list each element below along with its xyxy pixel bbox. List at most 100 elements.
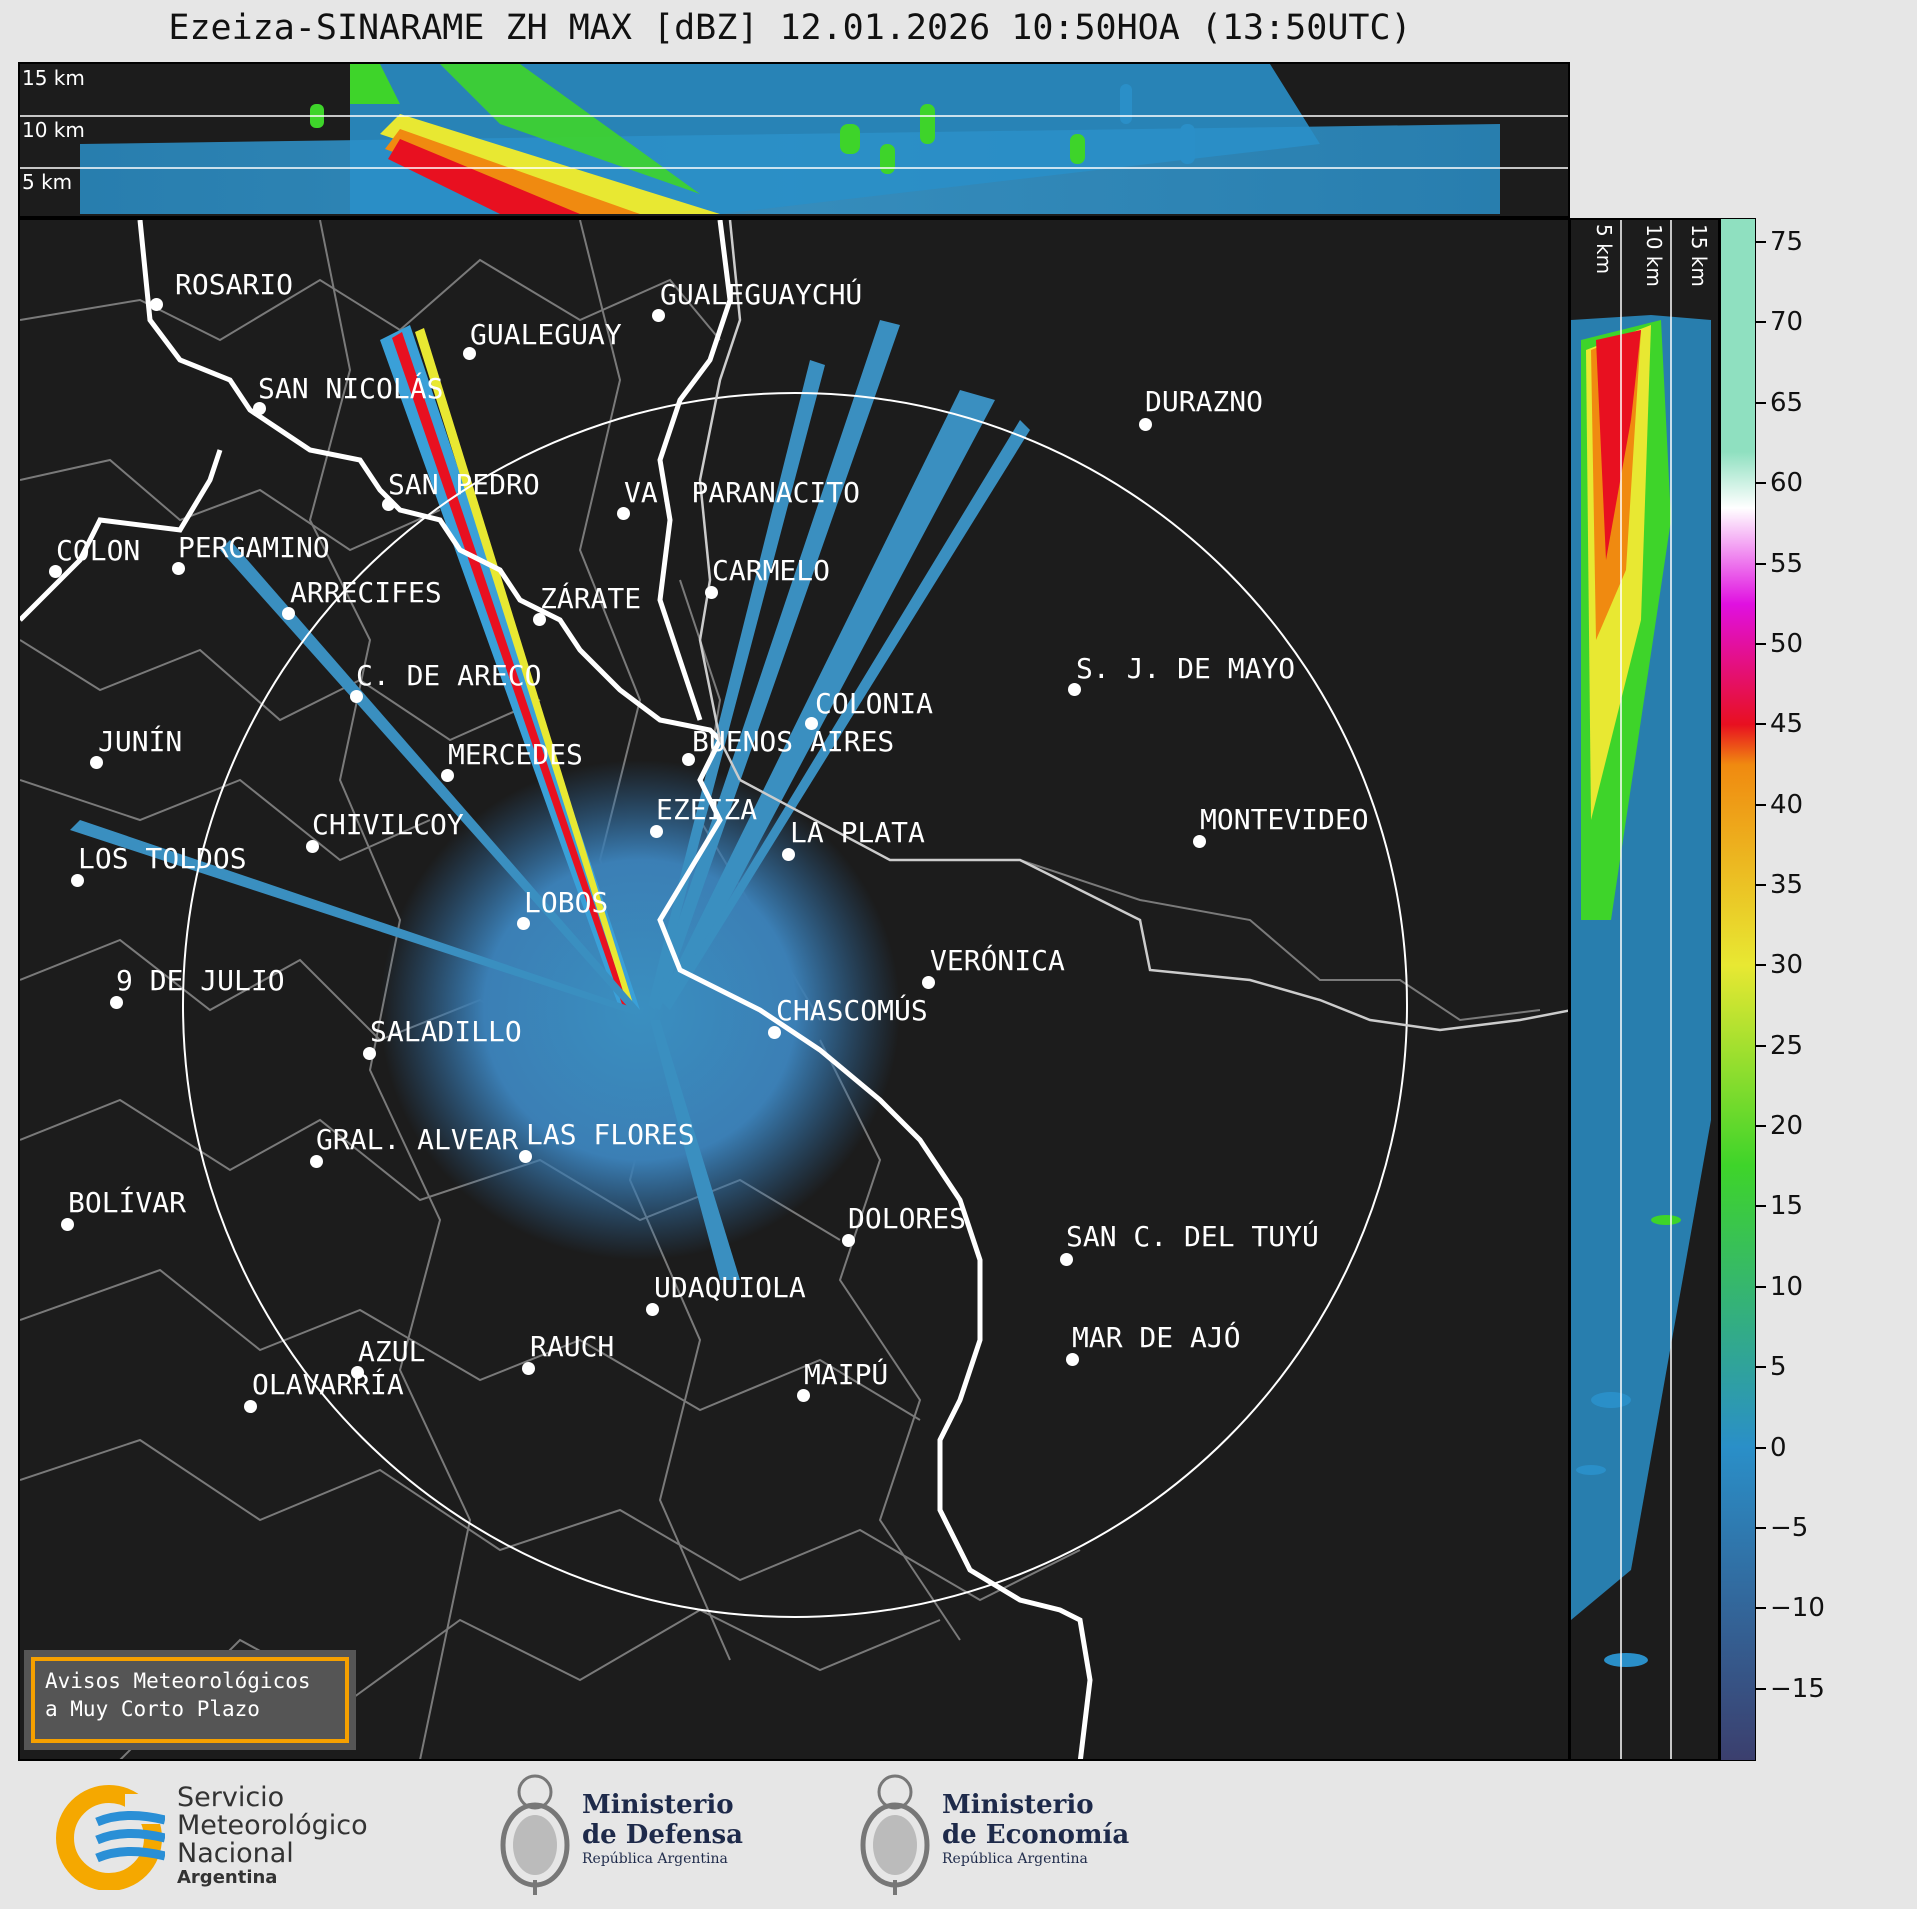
radar-map-panel: ROSARIO GUALEGUAYCHÚ GUALEGUAY SAN NICOLÁS D… [18, 218, 1570, 1761]
defensa-line-2: de Defensa [582, 1820, 743, 1850]
side-cross-section-panel: 5 km 10 km 15 km [1569, 218, 1720, 1761]
city-name: LOBOS [524, 886, 609, 919]
colorbar-tick [1756, 1125, 1766, 1128]
colorbar-tick [1756, 1607, 1766, 1610]
city-name: UDAQUIOLA [654, 1271, 806, 1304]
chart-title: Ezeiza-SINARAME ZH MAX [dBZ] 12.01.2026 … [168, 8, 1412, 48]
city-name: GUALEGUAY [470, 318, 622, 351]
city-dot [49, 565, 62, 578]
defensa-line-1: Ministerio [582, 1790, 734, 1820]
colorbar-tick [1756, 964, 1766, 967]
colorbar-tick [1756, 1044, 1766, 1047]
colorbar-tick-label: 60 [1770, 468, 1804, 499]
colorbar-tick [1756, 241, 1766, 244]
city-name: MAR DE AJÓ [1072, 1321, 1241, 1354]
colorbar-tick [1756, 482, 1766, 485]
colorbar-tick-label: 15 [1770, 1191, 1804, 1222]
city-name: DURAZNO [1145, 385, 1264, 418]
city-name: GRAL. ALVEAR [316, 1123, 519, 1156]
city-dot [652, 309, 665, 322]
smn-line-2: Meteorológico [177, 1810, 368, 1841]
colorbar-tick [1756, 1446, 1766, 1449]
city-name: SALADILLO [370, 1015, 522, 1048]
colorbar-tick-label: 70 [1770, 307, 1804, 338]
top-cross-section-plot [20, 64, 1568, 214]
city-dot [351, 1366, 364, 1379]
city-name: MERCEDES [448, 738, 583, 771]
city-name: C. DE ARECO [356, 659, 542, 692]
colorbar-tick [1756, 642, 1766, 645]
radar-spokes [70, 320, 1030, 1280]
colorbar-tick [1756, 1526, 1766, 1529]
city-dot [797, 1389, 810, 1402]
city-name: JUNÍN [98, 725, 183, 758]
city-dot [61, 1218, 74, 1231]
defensa-crest-icon [500, 1774, 570, 1895]
colorbar-tick [1756, 1366, 1766, 1369]
city-dot [705, 586, 718, 599]
colorbar-tick-label: 65 [1770, 387, 1804, 418]
radar-map [20, 220, 1568, 1759]
economia-logo: Ministerio de Economía República Argenti… [850, 1770, 1130, 1900]
city-name: VERÓNICA [930, 944, 1065, 977]
city-dot [71, 874, 84, 887]
colorbar-tick-label: 25 [1770, 1030, 1804, 1061]
colorbar-tick-label: −10 [1770, 1593, 1825, 1624]
smn-logo: Servicio Meteorológico Nacional Argentin… [55, 1780, 385, 1890]
colorbar-tick-label: −5 [1770, 1512, 1809, 1543]
economia-line-3: República Argentina [942, 1851, 1088, 1867]
colorbar-tick [1756, 401, 1766, 404]
colorbar-tick-label: −15 [1770, 1673, 1825, 1704]
city-dot [805, 717, 818, 730]
city-name: SAN C. DEL TUYÚ [1066, 1220, 1319, 1253]
side-altitude-label-10: 10 km [1642, 224, 1666, 287]
city-name: DOLORES [848, 1202, 967, 1235]
city-name: MONTEVIDEO [1200, 803, 1369, 836]
city-dot [282, 607, 295, 620]
colorbar-tick [1756, 803, 1766, 806]
city-dot [90, 756, 103, 769]
top-altitude-label-5: 5 km [22, 170, 73, 194]
city-name: MAIPÚ [804, 1358, 889, 1391]
city-dot [253, 402, 266, 415]
city-dot [617, 507, 630, 520]
city-dot [533, 613, 546, 626]
city-dot [768, 1026, 781, 1039]
city-name: LOS TOLDOS [78, 842, 247, 875]
top-cross-section-panel: 15 km 10 km 5 km [18, 62, 1570, 218]
city-name: S. J. DE MAYO [1076, 652, 1296, 685]
city-dot [441, 769, 454, 782]
smn-line-1: Servicio [177, 1782, 285, 1813]
city-dot [922, 976, 935, 989]
warning-box[interactable]: Avisos Meteorológicos a Muy Corto Plazo [24, 1650, 356, 1750]
city-dot [650, 825, 663, 838]
colorbar-tick [1756, 1285, 1766, 1288]
city-name: COLONIA [815, 687, 934, 720]
warning-line-1: Avisos Meteorológicos [45, 1669, 311, 1693]
colorbar-tick-label: 0 [1770, 1432, 1787, 1463]
city-name: SAN PEDRO [388, 468, 540, 501]
city-name: VA. PARANACITO [624, 476, 861, 509]
economia-line-2: de Economía [942, 1820, 1130, 1850]
warning-line-2: a Muy Corto Plazo [45, 1697, 260, 1721]
colorbar-tick-label: 45 [1770, 709, 1804, 740]
city-name: GUALEGUAYCHÚ [660, 278, 863, 311]
smn-logo-icon [56, 1785, 165, 1890]
colorbar-tick-label: 55 [1770, 548, 1804, 579]
city-dot [110, 996, 123, 1009]
city-name: ZÁRATE [540, 582, 642, 615]
dbz-colorbar [1720, 218, 1756, 1761]
city-name: BOLÍVAR [68, 1186, 187, 1219]
city-dot [1193, 835, 1206, 848]
city-dot [363, 1047, 376, 1060]
city-dot [842, 1234, 855, 1247]
colorbar-tick [1756, 884, 1766, 887]
defensa-line-3: República Argentina [582, 1851, 728, 1867]
city-dot [306, 840, 319, 853]
city-name: CHIVILCOY [312, 808, 464, 841]
side-altitude-label-5: 5 km [1592, 224, 1616, 275]
colorbar-tick [1756, 1687, 1766, 1690]
city-dot [1060, 1253, 1073, 1266]
economia-crest-icon [860, 1774, 930, 1895]
city-name: ARRECIFES [290, 576, 442, 609]
